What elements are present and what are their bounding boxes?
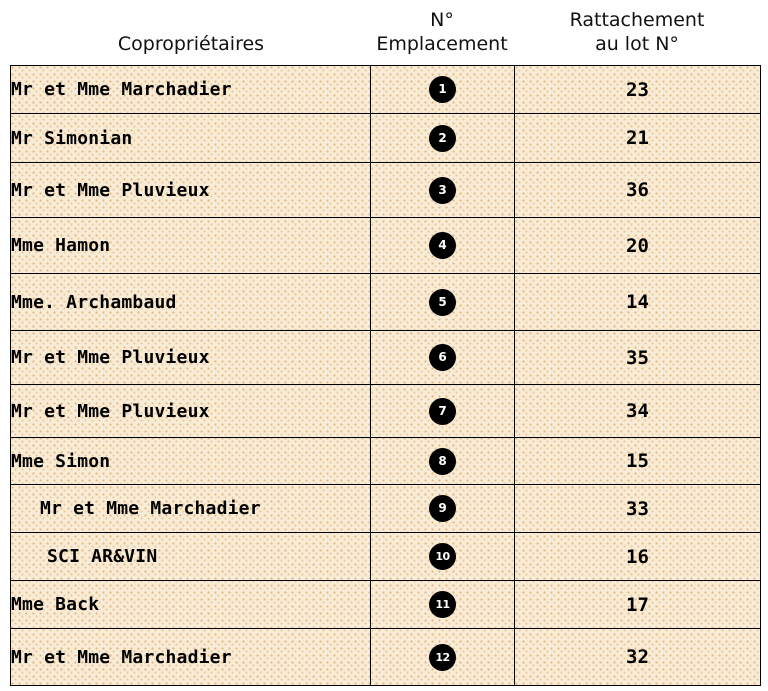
table-row: SCI AR&VIN 10 16 bbox=[10, 532, 761, 581]
place-cell: 12 bbox=[370, 628, 515, 686]
owner-cell: Mr et Mme Pluvieux bbox=[10, 330, 371, 385]
table-row: Mr et Mme Pluvieux 6 35 bbox=[10, 330, 761, 385]
header-owners-label: Copropriétaires bbox=[117, 33, 265, 55]
table-row: Mr et Mme Marchadier 9 33 bbox=[10, 484, 761, 533]
lot-cell: 17 bbox=[514, 580, 761, 629]
table-row: Mr et Mme Marchadier 1 23 bbox=[10, 65, 761, 114]
lot-cell: 14 bbox=[514, 273, 761, 331]
lot-cell: 16 bbox=[514, 532, 761, 581]
lot-cell: 21 bbox=[514, 113, 761, 163]
place-number-badge: 5 bbox=[429, 288, 456, 316]
place-cell: 7 bbox=[370, 384, 515, 438]
place-cell: 2 bbox=[370, 113, 515, 163]
place-cell: 10 bbox=[370, 532, 515, 581]
lot-cell: 33 bbox=[514, 484, 761, 533]
owner-cell: Mme Simon bbox=[10, 437, 371, 485]
place-number-badge: 4 bbox=[429, 232, 456, 259]
place-number-badge: 11 bbox=[429, 591, 456, 618]
place-number-badge: 1 bbox=[429, 76, 456, 103]
place-cell: 6 bbox=[370, 330, 515, 385]
header-lot-line1: Rattachement bbox=[569, 9, 705, 31]
place-number-badge: 9 bbox=[429, 495, 456, 522]
lot-cell: 35 bbox=[514, 330, 761, 385]
owner-cell: Mr et Mme Marchadier bbox=[10, 628, 371, 686]
owner-cell: Mr et Mme Marchadier bbox=[10, 484, 371, 533]
place-number-badge: 6 bbox=[429, 344, 456, 371]
lot-cell: 20 bbox=[514, 217, 761, 274]
lot-cell: 32 bbox=[514, 628, 761, 686]
header-place-line1: N° bbox=[430, 9, 454, 31]
lot-cell: 36 bbox=[514, 162, 761, 218]
table-row: Mr Simonian 2 21 bbox=[10, 113, 761, 163]
place-cell: 4 bbox=[370, 217, 515, 274]
parking-assignment-table: Mr et Mme Marchadier 1 23 Mr Simonian 2 … bbox=[10, 65, 761, 686]
lot-cell: 23 bbox=[514, 65, 761, 114]
place-cell: 3 bbox=[370, 162, 515, 218]
place-cell: 8 bbox=[370, 437, 515, 485]
table-row: Mme Hamon 4 20 bbox=[10, 217, 761, 274]
owner-cell: Mme Hamon bbox=[10, 217, 371, 274]
table-row: Mr et Mme Pluvieux 3 36 bbox=[10, 162, 761, 218]
lot-cell: 15 bbox=[514, 437, 761, 485]
header-owners: Copropriétaires bbox=[12, 32, 370, 56]
owner-cell: Mr et Mme Pluvieux bbox=[10, 162, 371, 218]
table-row: Mme Simon 8 15 bbox=[10, 437, 761, 485]
owner-cell: Mr et Mme Pluvieux bbox=[10, 384, 371, 438]
place-number-badge: 10 bbox=[429, 543, 456, 570]
header-lot: Rattachement au lot N° bbox=[514, 8, 760, 56]
place-cell: 11 bbox=[370, 580, 515, 629]
owner-cell: Mme Back bbox=[10, 580, 371, 629]
place-cell: 1 bbox=[370, 65, 515, 114]
owner-cell: SCI AR&VIN bbox=[10, 532, 371, 581]
table-row: Mme Back 11 17 bbox=[10, 580, 761, 629]
place-number-badge: 2 bbox=[429, 124, 456, 152]
header-lot-line2: au lot N° bbox=[595, 33, 679, 55]
lot-cell: 34 bbox=[514, 384, 761, 438]
owner-cell: Mr et Mme Marchadier bbox=[10, 65, 371, 114]
table-row: Mme. Archambaud 5 14 bbox=[10, 273, 761, 331]
place-number-badge: 3 bbox=[429, 176, 456, 204]
owner-cell: Mr Simonian bbox=[10, 113, 371, 163]
header-place-line2: Emplacement bbox=[376, 33, 508, 55]
place-number-badge: 7 bbox=[429, 397, 456, 425]
place-number-badge: 8 bbox=[429, 447, 456, 475]
place-cell: 9 bbox=[370, 484, 515, 533]
place-number-badge: 12 bbox=[429, 643, 456, 671]
table-row: Mr et Mme Pluvieux 7 34 bbox=[10, 384, 761, 438]
owner-cell: Mme. Archambaud bbox=[10, 273, 371, 331]
place-cell: 5 bbox=[370, 273, 515, 331]
header-place: N° Emplacement bbox=[370, 8, 514, 56]
table-row: Mr et Mme Marchadier 12 32 bbox=[10, 628, 761, 686]
